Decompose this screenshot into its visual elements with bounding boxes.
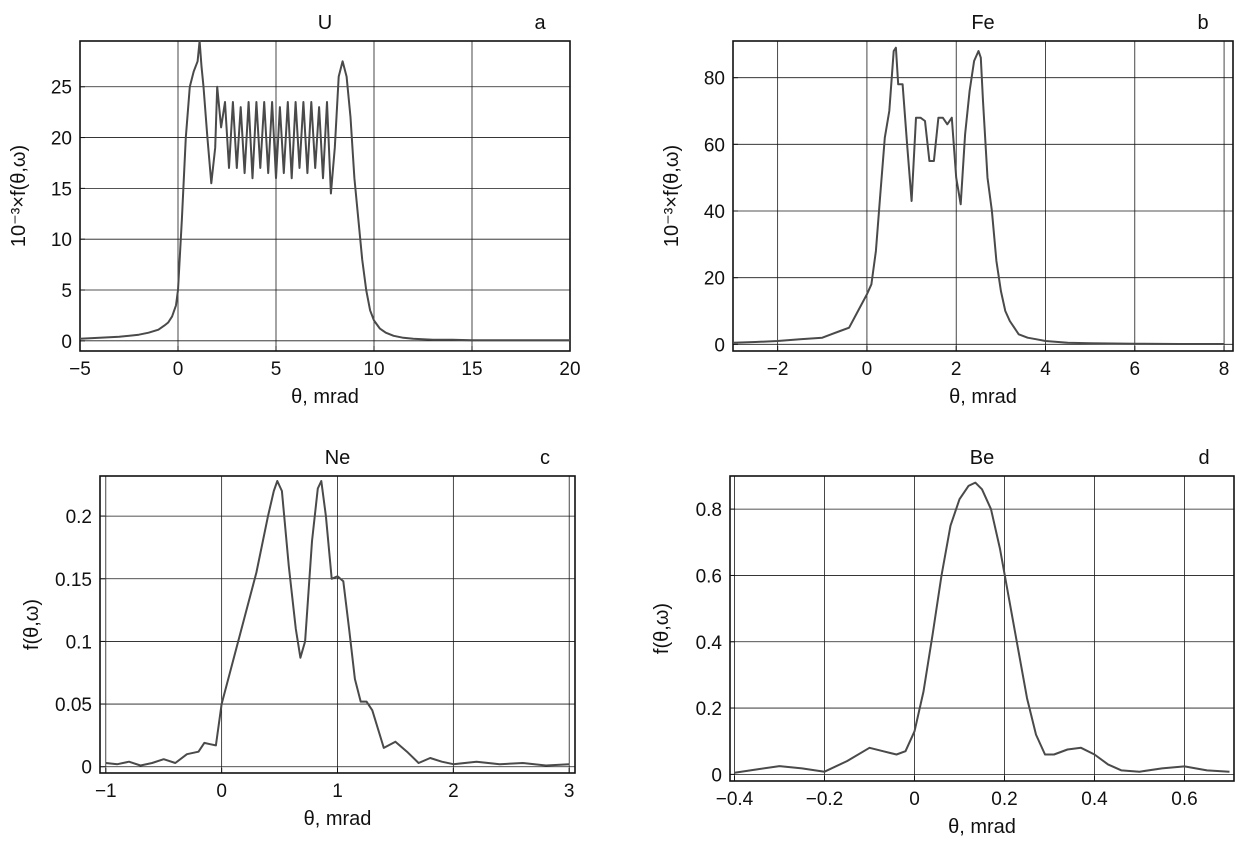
panel-d-xtick-label: 0.2 — [991, 789, 1017, 810]
panel-d-ytick-label: 0.4 — [696, 633, 723, 654]
panel-d-title: Be — [970, 447, 994, 469]
panel-d-xlabel: θ, mrad — [948, 816, 1016, 838]
panel-d-ytick-label: 0.8 — [696, 500, 722, 521]
panel-b-series-line — [732, 46, 1225, 345]
panel-a-ytick-label: 10 — [51, 230, 72, 251]
panel-c-xtick-label: 1 — [332, 781, 343, 802]
panel-c-letter: c — [540, 447, 550, 469]
panel-c-ytick-label: 0.15 — [55, 570, 92, 591]
panel-a-letter: a — [534, 12, 546, 34]
panel-a-xtick-label: 5 — [271, 359, 282, 380]
panel-d-xtick-label: 0 — [909, 789, 920, 810]
panel-b-ytick-label: 80 — [704, 69, 725, 90]
panel-b-xtick-label: 0 — [862, 359, 873, 380]
panel-b-xtick-label: 6 — [1129, 359, 1140, 380]
panel-b-letter: b — [1197, 12, 1208, 34]
panel-d-series-line — [734, 481, 1230, 774]
panel-a-ytick-label: 15 — [51, 179, 72, 200]
panel-c-ytick-label: 0.05 — [55, 695, 92, 716]
panel-b-ytick-label: 0 — [714, 335, 725, 356]
panel-c-xlabel: θ, mrad — [304, 808, 372, 830]
panel-b-frame — [732, 40, 1234, 352]
panel-b-xlabel: θ, mrad — [949, 386, 1017, 408]
panel-a-xlabel: θ, mrad — [291, 386, 359, 408]
panel-b-xtick-label: −2 — [767, 359, 789, 380]
panel-a-xtick-label: 15 — [461, 359, 482, 380]
panel-d-ytick-label: 0.6 — [696, 566, 722, 587]
panel-d-ytick-label: 0.2 — [696, 699, 722, 720]
panel-d-xtick-label: 0.4 — [1081, 789, 1108, 810]
panel-a-title: U — [318, 12, 332, 34]
panel-b-xtick-label: 2 — [951, 359, 962, 380]
panel-c-xtick-label: 3 — [564, 781, 575, 802]
panel-a-xtick-label: 0 — [173, 359, 184, 380]
panel-a-ytick-label: 5 — [61, 281, 72, 302]
panel-a-ylabel: 10⁻³×f(θ,ω) — [8, 145, 30, 247]
panel-c-xtick-label: −1 — [95, 781, 117, 802]
panel-b-ytick-label: 60 — [704, 135, 725, 156]
panel-a-ytick-label: 25 — [51, 78, 72, 99]
panel-a-ytick-label: 20 — [51, 129, 72, 150]
panel-b-xtick-label: 8 — [1219, 359, 1230, 380]
panel-b-title: Fe — [971, 12, 994, 34]
panel-d-ylabel: f(θ,ω) — [651, 603, 673, 654]
panel-c-title: Ne — [325, 447, 351, 469]
panel-d-xtick-label: 0.6 — [1171, 789, 1197, 810]
panel-c-ylabel: f(θ,ω) — [21, 599, 43, 650]
panel-d-xtick-label: −0.2 — [806, 789, 844, 810]
panel-b-ytick-label: 40 — [704, 202, 725, 223]
panel-a-frame — [79, 40, 571, 352]
panel-d-frame — [729, 475, 1235, 782]
panel-a-xtick-label: 20 — [559, 359, 580, 380]
panel-b-ytick-label: 20 — [704, 269, 725, 290]
panel-c-xtick-label: 0 — [216, 781, 227, 802]
panel-d-xtick-label: −0.4 — [716, 789, 754, 810]
panel-a-series-line — [79, 40, 570, 342]
panel-a-ytick-label: 0 — [61, 332, 72, 353]
panel-d-letter: d — [1198, 447, 1209, 469]
panel-a: −5 0 5 10 15 20 0 5 10 15 20 25 U a θ, mrad 10⁻³×f(θ,ω) — [8, 12, 581, 408]
panel-a-xtick-label: −5 — [69, 359, 91, 380]
panel-c-xtick-label: 2 — [448, 781, 459, 802]
panel-c-frame — [99, 475, 576, 774]
panel-b-xtick-label: 4 — [1040, 359, 1051, 380]
panel-c-ytick-label: 0 — [81, 758, 92, 779]
panel-c-ytick-label: 0.1 — [66, 632, 92, 653]
panel-c-series-line — [105, 480, 570, 767]
panel-b-ylabel: 10⁻³×f(θ,ω) — [661, 145, 683, 247]
panel-d: −0.4 −0.2 0 0.2 0.4 0.6 0 0.2 0.4 0.6 0.8 Be d θ, mra… — [651, 447, 1235, 838]
panel-c-ytick-label: 0.2 — [66, 507, 92, 528]
panel-d-ytick-label: 0 — [711, 765, 722, 786]
panel-a-xtick-label: 10 — [363, 359, 384, 380]
